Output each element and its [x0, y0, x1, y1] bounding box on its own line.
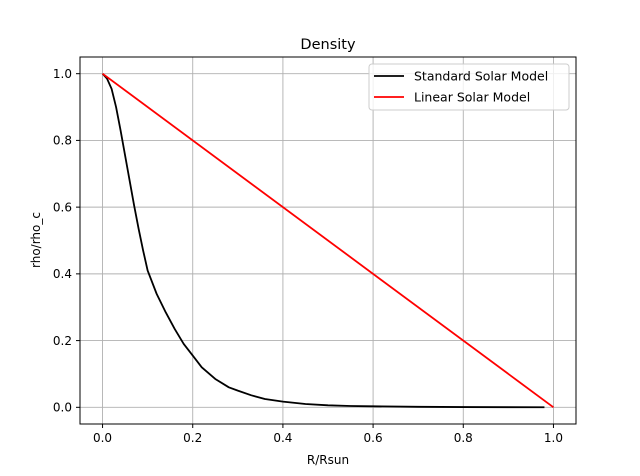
legend-label-standard: Standard Solar Model	[414, 69, 548, 84]
y-tick-label: 0.0	[53, 401, 72, 415]
series-layer	[101, 72, 554, 409]
x-tick-label: 0.0	[93, 431, 112, 445]
legend: Standard Solar Model Linear Solar Model	[368, 63, 570, 111]
x-tick-label: 0.2	[183, 431, 202, 445]
y-ticks: 0.0 0.2 0.4 0.6 0.8 1.0	[53, 67, 80, 415]
x-tick-label: 1.0	[544, 431, 563, 445]
y-tick-label: 0.4	[53, 267, 72, 281]
chart-title: Density	[300, 37, 356, 53]
x-tick-label: 0.8	[454, 431, 473, 445]
y-tick-label: 0.2	[53, 334, 72, 348]
x-tick-label: 0.4	[273, 431, 292, 445]
plot-frame	[79, 56, 577, 425]
legend-label-linear: Linear Solar Model	[414, 90, 530, 105]
x-ticks: 0.0 0.2 0.4 0.6 0.8 1.0	[93, 424, 563, 445]
y-axis-label: rho/rho_c	[29, 212, 43, 268]
grid	[80, 57, 576, 424]
y-tick-label: 0.8	[53, 134, 72, 148]
linear-solar-model-line	[102, 72, 554, 409]
x-tick-label: 0.6	[364, 431, 383, 445]
standard-solar-model-line	[101, 73, 545, 409]
x-axis-label: R/Rsun	[307, 453, 349, 467]
y-tick-label: 0.6	[53, 200, 72, 214]
y-tick-label: 1.0	[53, 67, 72, 81]
legend-box	[368, 63, 570, 111]
